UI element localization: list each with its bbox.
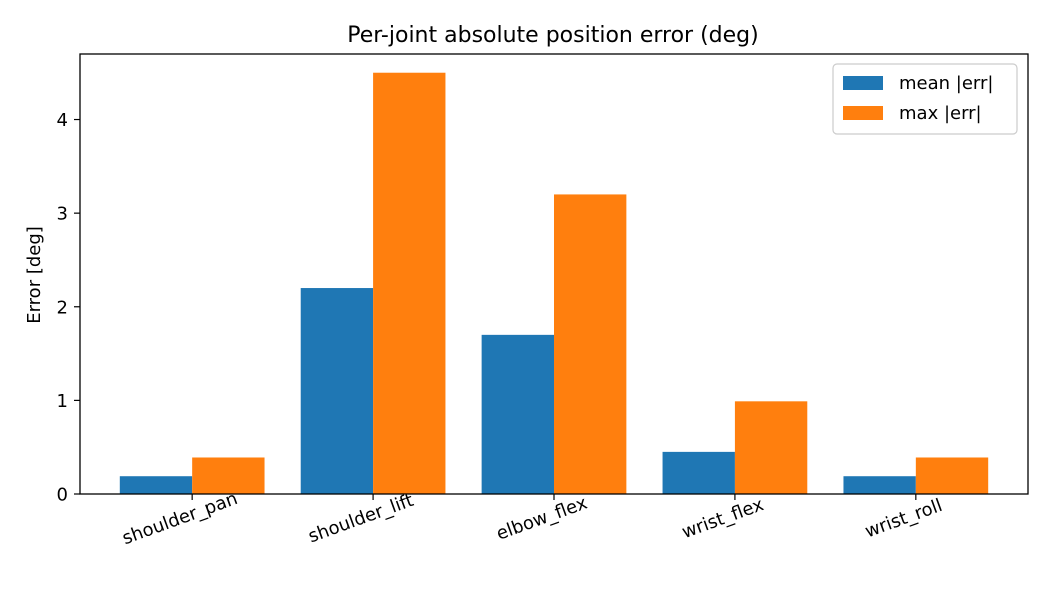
bar-meanerr-wrist_roll — [843, 476, 916, 494]
bar-meanerr-shoulder_pan — [119, 476, 193, 494]
y-tick-label: 1 — [57, 391, 68, 412]
chart-title: Per-joint absolute position error (deg) — [347, 23, 758, 48]
bar-maxerr-wrist_roll — [915, 457, 989, 494]
legend-swatch-1 — [843, 106, 883, 120]
legend-swatch-0 — [843, 76, 883, 90]
legend-label-1: max |err| — [899, 103, 982, 124]
bar-maxerr-elbow_flex — [554, 194, 627, 494]
bar-meanerr-elbow_flex — [481, 334, 554, 494]
y-tick-label: 0 — [57, 485, 68, 506]
y-tick-label: 4 — [57, 110, 68, 131]
y-tick-label: 2 — [57, 297, 68, 318]
legend-label-0: mean |err| — [899, 73, 993, 94]
bar-maxerr-shoulder_pan — [192, 457, 265, 494]
y-tick-label: 3 — [57, 204, 68, 225]
bar-maxerr-shoulder_lift — [373, 72, 446, 495]
bar-meanerr-wrist_flex — [662, 451, 735, 494]
bar-maxerr-wrist_flex — [734, 401, 808, 494]
legend: mean |err| max |err| — [832, 63, 1018, 135]
bar-meanerr-shoulder_lift — [300, 288, 374, 494]
y-axis-label: Error [deg] — [24, 226, 45, 324]
